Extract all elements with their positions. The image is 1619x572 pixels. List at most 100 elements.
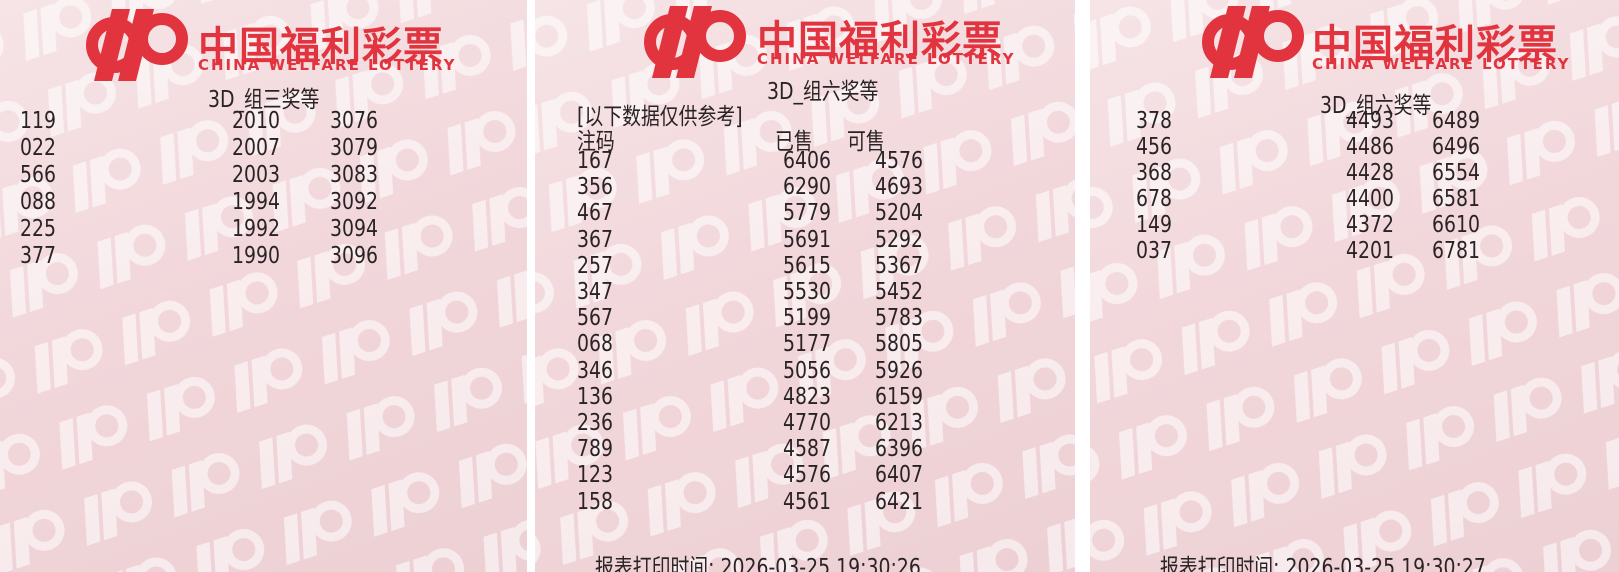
count: 6781 <box>1432 238 1481 264</box>
code: 167 <box>577 148 614 174</box>
count: 4400 <box>1346 186 1395 212</box>
code: 088 <box>20 189 57 215</box>
logo-english: CHINA WELFARE LOTTERY <box>198 56 457 74</box>
count: 6159 <box>875 383 924 410</box>
count: 3096 <box>330 243 379 269</box>
count: 6396 <box>875 436 924 463</box>
count: 6496 <box>1432 134 1481 160</box>
code: 123 <box>577 462 614 489</box>
count: 5779 <box>783 200 832 227</box>
code: 566 <box>20 162 57 188</box>
watermark <box>535 0 1075 572</box>
count: 2010 <box>232 108 281 134</box>
code: 149 <box>1136 212 1173 238</box>
count: 5177 <box>783 331 832 358</box>
count: 1990 <box>232 243 281 269</box>
count: 6407 <box>875 462 924 489</box>
receipt-panel: 中国福利彩票 CHINA WELFARE LOTTERY 3D_组三奖等 119 201… <box>0 0 527 572</box>
code: 367 <box>577 226 614 253</box>
count: 5691 <box>783 226 832 253</box>
count: 6213 <box>875 410 924 436</box>
code: 356 <box>577 174 614 201</box>
column-header: 已售 <box>775 129 813 155</box>
code: 037 <box>1136 238 1173 264</box>
count: 2007 <box>232 135 281 161</box>
logo-mark <box>86 9 188 81</box>
watermark <box>0 0 527 572</box>
count: 4587 <box>783 436 832 463</box>
code: 158 <box>577 488 614 515</box>
logo-chinese: 中国福利彩票 <box>1312 22 1558 68</box>
count: 5056 <box>783 357 832 384</box>
column-header: 注码 <box>577 129 615 155</box>
count: 6554 <box>1432 160 1481 186</box>
count: 6421 <box>875 488 924 515</box>
logo-chinese: 中国福利彩票 <box>198 24 444 70</box>
code: 257 <box>577 252 614 279</box>
print-time: 报表打印时间: 2026-03-25 19:30:27 <box>1160 555 1486 572</box>
print-time: 报表打印时间: 2026-03-25 19:30:26 <box>595 555 921 572</box>
watermark <box>1090 0 1619 572</box>
code: 346 <box>577 357 614 384</box>
logo-chinese: 中国福利彩票 <box>757 18 1003 64</box>
code: 068 <box>577 331 614 358</box>
code: 467 <box>577 200 614 227</box>
count: 4770 <box>783 410 832 436</box>
count: 6290 <box>783 174 832 201</box>
report-title: 3D_组三奖等 <box>208 87 320 113</box>
count: 5615 <box>783 252 832 279</box>
count: 4493 <box>1346 108 1395 134</box>
count: 3083 <box>330 162 379 188</box>
report-title: 3D_组六奖等 <box>767 79 879 105</box>
code: 347 <box>577 279 614 305</box>
logo-english: CHINA WELFARE LOTTERY <box>757 50 1016 68</box>
count: 4576 <box>875 148 924 174</box>
count: 4823 <box>783 383 832 410</box>
count: 5204 <box>875 200 924 227</box>
count: 6406 <box>783 148 832 174</box>
code: 678 <box>1136 186 1173 212</box>
logo-mark <box>644 6 746 78</box>
logo-english: CHINA WELFARE LOTTERY <box>1312 55 1571 73</box>
code: 225 <box>20 216 57 242</box>
count: 4576 <box>783 462 832 489</box>
count: 4428 <box>1346 160 1395 186</box>
count: 1992 <box>232 216 281 242</box>
code: 236 <box>577 410 614 436</box>
code: 378 <box>1136 108 1173 134</box>
count: 5530 <box>783 279 832 305</box>
count: 4693 <box>875 174 924 201</box>
count: 3076 <box>330 108 379 134</box>
code: 567 <box>577 305 614 332</box>
count: 5805 <box>875 331 924 358</box>
count: 6581 <box>1432 186 1481 212</box>
count: 3079 <box>330 135 379 161</box>
logo-mark <box>1202 6 1304 78</box>
count: 5199 <box>783 305 832 332</box>
code: 119 <box>20 108 57 134</box>
report-title: 3D_组六奖等 <box>1320 93 1432 119</box>
code: 456 <box>1136 134 1173 160</box>
count: 5452 <box>875 279 924 305</box>
code: 136 <box>577 383 614 410</box>
count: 4486 <box>1346 134 1395 160</box>
count: 2003 <box>232 162 281 188</box>
count: 5926 <box>875 357 924 384</box>
count: 6489 <box>1432 108 1481 134</box>
code: 789 <box>577 436 614 463</box>
code: 022 <box>20 135 57 161</box>
column-header: 可售 <box>847 129 885 155</box>
receipt-panel: 中国福利彩票 CHINA WELFARE LOTTERY 3D_组六奖等 [以下数据仅… <box>535 0 1075 572</box>
count: 3092 <box>330 189 379 215</box>
count: 5292 <box>875 226 924 253</box>
count: 5783 <box>875 305 924 332</box>
receipt-panel: 中国福利彩票 CHINA WELFARE LOTTERY 3D_组六奖等 378 449… <box>1090 0 1619 572</box>
count: 4201 <box>1346 238 1395 264</box>
code: 377 <box>20 243 57 269</box>
count: 5367 <box>875 252 924 279</box>
count: 3094 <box>330 216 379 242</box>
count: 1994 <box>232 189 281 215</box>
count: 6610 <box>1432 212 1481 238</box>
code: 368 <box>1136 160 1173 186</box>
